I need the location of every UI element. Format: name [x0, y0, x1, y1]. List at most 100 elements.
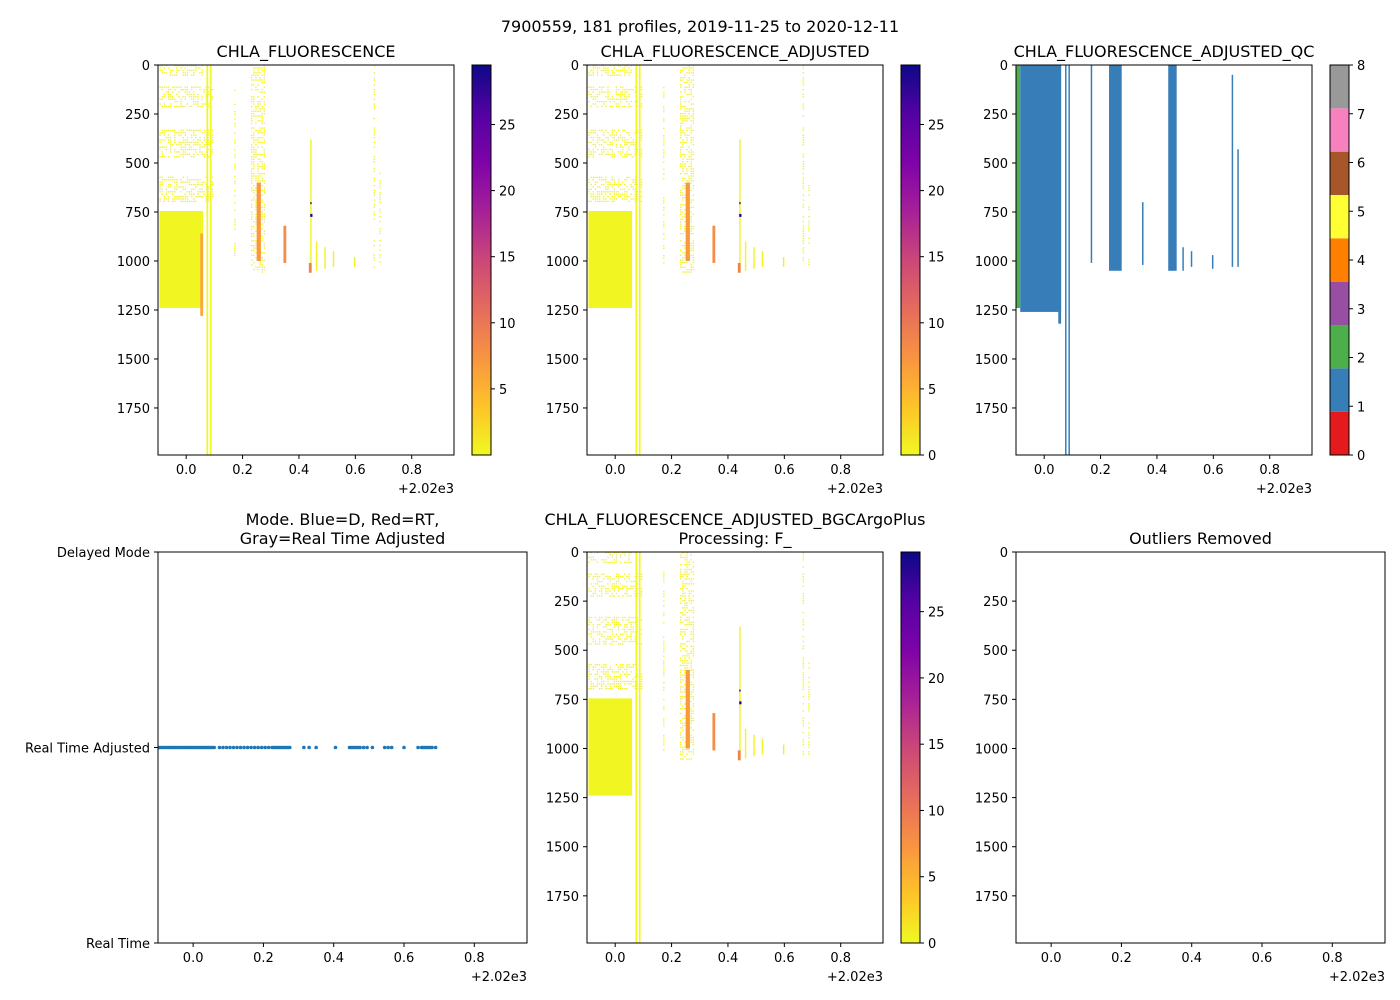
heatmap-cell — [628, 621, 630, 623]
colorbar-tick-label: 8 — [1357, 59, 1365, 74]
heatmap-cell — [603, 666, 605, 668]
scatter-point — [238, 745, 243, 750]
heatmap-cell — [692, 729, 695, 731]
heatmap-cell — [663, 91, 665, 94]
heatmap-cell — [159, 183, 161, 186]
heatmap-cell — [686, 566, 688, 568]
heatmap-cell — [690, 559, 692, 561]
heatmap-cell — [605, 193, 607, 195]
heatmap-cell — [598, 100, 601, 103]
heatmap-cell — [195, 195, 197, 198]
heatmap-cell — [615, 552, 618, 554]
heatmap-cell — [692, 158, 695, 160]
heatmap-cell — [379, 182, 381, 184]
heatmap-cell — [257, 153, 259, 156]
heatmap-cell — [609, 554, 611, 556]
heatmap-cell — [373, 156, 376, 158]
heatmap-cell — [605, 616, 607, 619]
heatmap-cell — [682, 612, 684, 614]
heatmap-cell — [590, 683, 592, 685]
heatmap-cell — [802, 127, 805, 129]
heatmap-cell — [624, 179, 626, 181]
heatmap-cell — [592, 153, 595, 155]
heatmap-cell — [607, 136, 609, 139]
heatmap-cell — [682, 674, 684, 676]
heatmap-cell — [257, 69, 259, 72]
heatmap-cell — [211, 139, 214, 141]
heatmap-cell — [607, 153, 609, 155]
heatmap-cell — [690, 139, 692, 141]
heatmap-cell — [592, 626, 595, 628]
heatmap-cell — [609, 74, 611, 76]
heatmap-cell — [802, 628, 805, 631]
heatmap-cell — [184, 153, 187, 155]
heatmap-cell — [680, 84, 682, 86]
heatmap-cell — [186, 153, 189, 155]
heatmap-cell — [628, 680, 630, 683]
heatmap-cell — [634, 590, 637, 592]
heatmap-cell — [167, 91, 170, 93]
heatmap-cell — [234, 242, 236, 245]
y-tick-label: 0 — [142, 59, 150, 74]
heatmap-cell — [590, 151, 592, 153]
heatmap-cell — [205, 188, 208, 191]
heatmap-cell — [688, 640, 690, 643]
heatmap-cell — [605, 666, 607, 668]
heatmap-cell — [182, 195, 184, 198]
heatmap-cell — [622, 680, 624, 683]
heatmap-cell — [624, 554, 626, 556]
heatmap-cell — [607, 576, 609, 578]
heatmap-cell-group — [808, 662, 810, 755]
heatmap-cell — [634, 580, 637, 583]
heatmap-cell — [690, 700, 692, 703]
heatmap-cell — [630, 633, 632, 635]
heatmap-cell — [663, 178, 665, 180]
heatmap-cell — [197, 193, 199, 195]
heatmap-cell — [802, 141, 805, 144]
heatmap-cell — [682, 660, 684, 662]
heatmap-cell — [251, 170, 253, 172]
heatmap-cell — [609, 616, 611, 619]
heatmap-cell — [161, 156, 163, 158]
heatmap-cell — [686, 93, 688, 96]
colorbar-tick-label: 25 — [928, 118, 945, 133]
heatmap-cell — [255, 77, 257, 79]
heatmap-cell — [182, 188, 184, 191]
heatmap-cell — [373, 129, 376, 132]
heatmap-cell — [663, 118, 665, 120]
scatter-point — [242, 745, 246, 750]
heatmap-cell — [636, 628, 639, 631]
heatmap-cell — [180, 186, 182, 188]
heatmap-cell — [251, 151, 253, 153]
heatmap-cell — [630, 193, 632, 195]
heatmap-cell — [611, 633, 613, 635]
heatmap-cell-group — [802, 552, 805, 755]
heatmap-cell — [605, 619, 607, 621]
heatmap-cell — [178, 156, 180, 158]
heatmap-cell — [607, 592, 609, 595]
heatmap-cell — [680, 225, 682, 228]
heatmap-cell — [626, 193, 628, 195]
heatmap-cell — [684, 715, 686, 717]
heatmap-cell — [619, 96, 622, 98]
heatmap-cell — [632, 139, 634, 141]
heatmap-cell — [617, 685, 620, 687]
heatmap-cell — [178, 198, 180, 200]
heatmap-cell — [634, 576, 637, 578]
heatmap-cell — [193, 103, 195, 105]
heatmap-cell — [234, 209, 236, 211]
heatmap-cell — [688, 158, 690, 160]
heatmap-cell-group — [663, 571, 665, 751]
heatmap-cell — [251, 245, 253, 247]
heatmap-cell — [688, 657, 690, 659]
heatmap-cell — [617, 181, 620, 183]
heatmap-cell — [684, 254, 686, 256]
heatmap-cell — [603, 561, 605, 563]
heatmap-cell — [603, 673, 605, 675]
heatmap-cell — [211, 141, 214, 143]
heatmap-cell — [195, 200, 197, 203]
scatter-point — [252, 745, 257, 750]
heatmap-cell — [628, 636, 630, 638]
heatmap-cell — [203, 153, 205, 155]
heatmap-cell — [686, 753, 688, 755]
